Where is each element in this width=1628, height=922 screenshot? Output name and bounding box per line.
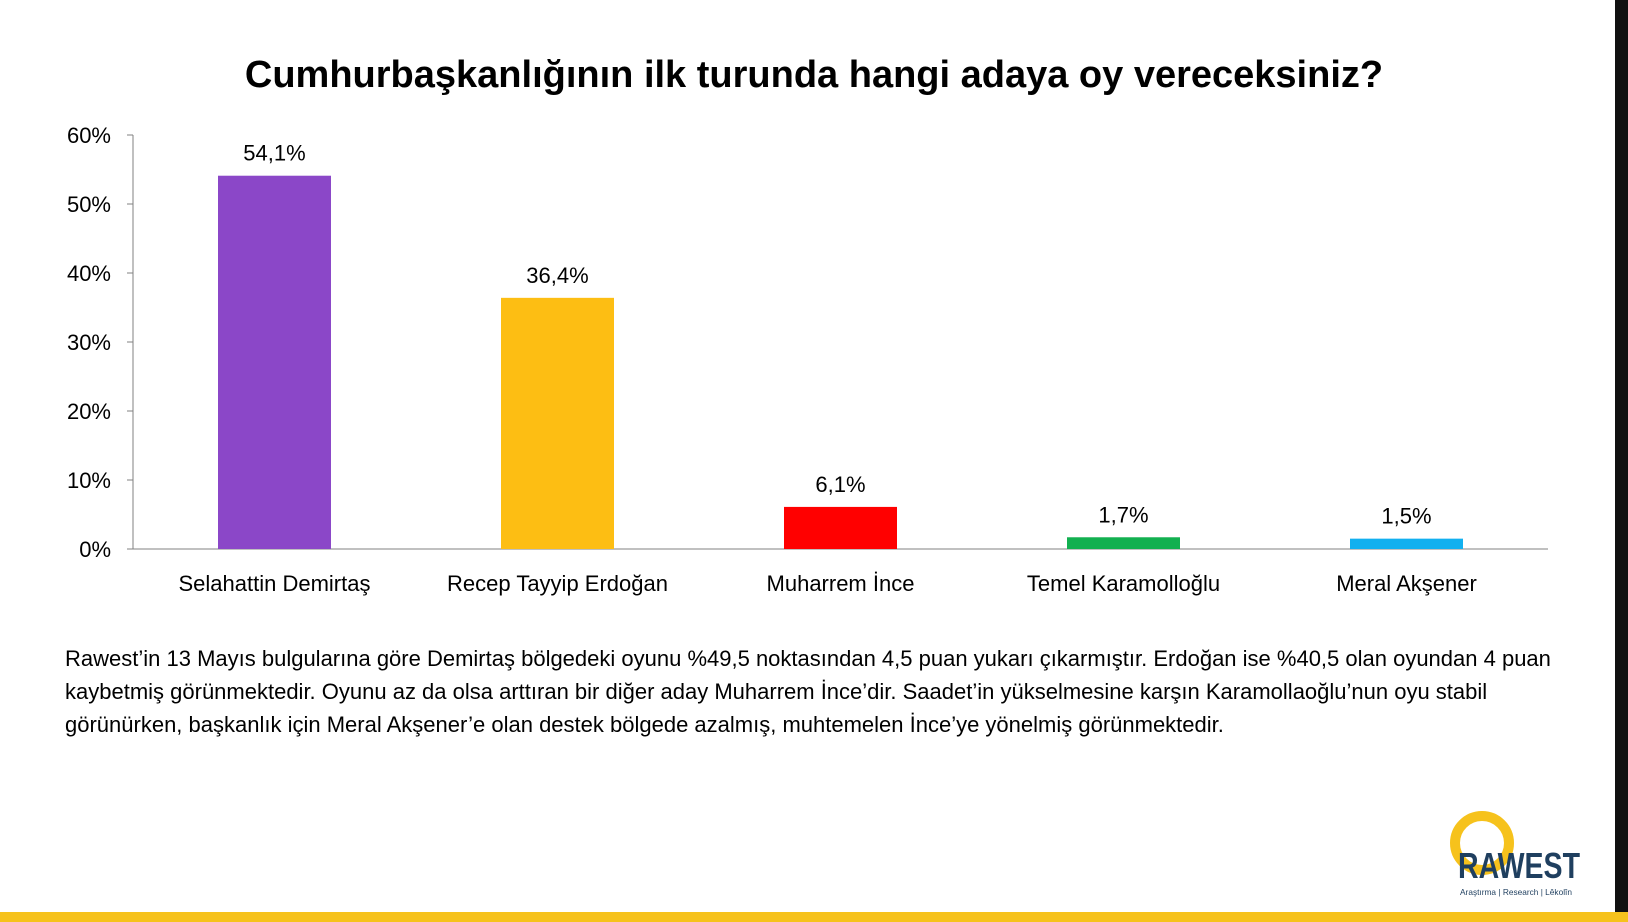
- bar-value-label: 54,1%: [243, 141, 305, 166]
- bar-value-label: 6,1%: [815, 472, 865, 497]
- logo-wordmark: RAWEST: [1458, 845, 1580, 886]
- right-edge-bar: [1615, 0, 1628, 922]
- bottom-accent-bar: [0, 912, 1628, 922]
- chart-title: Cumhurbaşkanlığının ilk turunda hangi ad…: [244, 54, 1384, 96]
- bar: [501, 297, 614, 549]
- bar-chart: 0% 10% 20% 30% 40% 50% 60% 54,1% 36,4% 6,1% 1,7% 1…: [67, 123, 1548, 596]
- bar: [218, 175, 331, 549]
- y-tick-label: 10%: [67, 468, 111, 493]
- x-category-label: Recep Tayyip Erdoğan: [447, 571, 668, 596]
- logo-tagline: Araştırma | Research | Lêkolîn: [1460, 887, 1572, 897]
- y-tick-label: 0%: [79, 537, 111, 562]
- x-category-label: Muharrem İnce: [767, 571, 915, 596]
- bar: [1350, 538, 1463, 549]
- bars: 54,1% 36,4% 6,1% 1,7% 1,5%: [218, 141, 1463, 549]
- logo-ring-icon: [1450, 811, 1514, 875]
- y-tick-label: 40%: [67, 261, 111, 286]
- x-category-label: Selahattin Demirtaş: [179, 571, 371, 596]
- x-axis-labels: Selahattin Demirtaş Recep Tayyip Erdoğan M…: [179, 571, 1477, 596]
- y-axis: 0% 10% 20% 30% 40% 50% 60%: [67, 123, 1548, 562]
- y-tick-label: 60%: [67, 123, 111, 148]
- bar-value-label: 1,7%: [1098, 502, 1148, 527]
- y-tick-label: 20%: [67, 399, 111, 424]
- description-text: Rawest’in 13 Mayıs bulgularına göre Demi…: [65, 646, 1551, 737]
- bar-value-label: 36,4%: [526, 263, 588, 288]
- bar: [1067, 537, 1180, 549]
- x-category-label: Temel Karamolloğlu: [1027, 571, 1220, 596]
- x-category-label: Meral Akşener: [1336, 571, 1477, 596]
- bar-value-label: 1,5%: [1381, 504, 1431, 529]
- y-tick-label: 30%: [67, 330, 111, 355]
- bar: [784, 506, 897, 549]
- y-tick-label: 50%: [67, 192, 111, 217]
- rawest-logo: RAWEST Araştırma | Research | Lêkolîn: [1450, 811, 1580, 897]
